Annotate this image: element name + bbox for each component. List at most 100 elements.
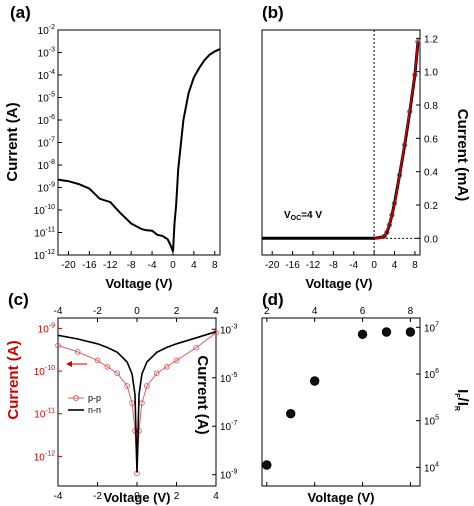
- panel-b-xtick-label: -20: [265, 260, 280, 271]
- panel-b-ytick-label: 1.2: [424, 34, 438, 45]
- panel-a-ytick-label: 10-5: [38, 92, 55, 105]
- panel-d-point: [381, 327, 392, 337]
- panel-b-xtick-label: 0: [371, 260, 377, 271]
- panel-b-ytick-label: 1.0: [424, 68, 438, 79]
- panel-a-frame: [57, 29, 221, 256]
- panel-c-ytick-right-label: 10-7: [220, 420, 237, 433]
- panel-c-xtick-label-bottom: -4: [54, 491, 63, 502]
- panel-c-ytick-right-label: 10-5: [220, 372, 237, 385]
- panel-a-ytick-label: 10-3: [38, 47, 55, 60]
- panel-c-arrow-head: [66, 361, 72, 367]
- panel-c-xtick-label-top: -4: [54, 306, 63, 317]
- panel-c-xtick-label-bottom: 4: [213, 491, 219, 502]
- panel-c-xtick-label-top: 0: [134, 306, 140, 317]
- panel-d-ytick-label: 105: [424, 415, 439, 428]
- panel-a-ytick-label: 10-4: [38, 69, 55, 82]
- panel-d-xtick-label: 6: [360, 306, 366, 317]
- panel-b-ytick-label: 0.4: [424, 168, 438, 179]
- panel-c-pp-point: [144, 383, 150, 389]
- panel-d-point: [357, 329, 368, 340]
- panel-c-nn-line: [57, 330, 217, 473]
- panel-c-xlabel: Voltage (V): [104, 490, 171, 505]
- panel-c-ylabel-left: Current (A): [5, 340, 22, 419]
- panel-d-point: [262, 460, 272, 470]
- legend-nn-label: n-n: [88, 405, 101, 415]
- panel-a-xtick-label: 4: [191, 260, 197, 271]
- panel-a-xtick-label: -8: [127, 260, 136, 271]
- panel-c-pp-point: [94, 357, 101, 364]
- panel-d-xlabel: Voltage (V): [308, 490, 375, 505]
- panel-a-ylabel: Current (A): [4, 102, 21, 181]
- panel-c-ytick-left-label: 10-9: [38, 322, 55, 335]
- panel-a-xlabel: Voltage (V): [106, 276, 173, 291]
- panel-b-label: (b): [262, 3, 284, 22]
- panel-d-point: [405, 327, 416, 337]
- panel-a: (a) -20 -16 -12 -8 -4 0 4 8 10-12 10-11 10-10 10-9…: [4, 3, 221, 291]
- panel-a-ytick-label: 10-6: [38, 114, 55, 127]
- panel-a-series-line: [57, 48, 221, 252]
- panel-b-ytick-label: 0.6: [424, 134, 438, 145]
- panel-c-xtick-label-bottom: 2: [174, 491, 180, 502]
- panel-d-ylabel: IF/IR: [453, 389, 471, 411]
- panel-b-measured-line: [262, 41, 420, 240]
- panel-b-xtick-label: -16: [285, 260, 300, 271]
- panel-c-xtick-label-bottom: -2: [93, 491, 102, 502]
- panel-b-ytick-label: 0.2: [424, 201, 438, 212]
- panel-c-xtick-label-top: -2: [93, 306, 102, 317]
- panel-c-xtick-label-bottom: 0: [134, 491, 140, 502]
- panel-b-xlabel: Voltage (V): [306, 276, 373, 291]
- panel-c-xtick-label-top: 2: [174, 306, 180, 317]
- panel-c-pp-point: [114, 370, 121, 377]
- panel-c-pp-line: [57, 332, 217, 474]
- panel-d-label: (d): [262, 290, 284, 309]
- panel-d-ytick-label: 104: [424, 461, 439, 474]
- panel-c-arrow: [66, 361, 87, 367]
- panel-c-ytick-right-label: 10-3: [220, 323, 237, 336]
- panel-b-ytick-label: 0.8: [424, 101, 438, 112]
- panel-a-ytick-label: 10-11: [34, 227, 55, 240]
- panel-d-ytick-label: 106: [424, 368, 439, 381]
- panel-a-xtick-label: -12: [103, 260, 118, 271]
- panel-c-ylabel-right: Current (A): [194, 355, 211, 434]
- panel-c-label: (c): [8, 290, 29, 309]
- panel-a-xtick-label: 0: [170, 260, 176, 271]
- panel-c-ytick-left-label: 10-11: [34, 408, 55, 421]
- panel-c-pp-point: [193, 344, 200, 351]
- panel-c-pp-point: [55, 342, 61, 349]
- panel-a-ytick-label: 10-10: [34, 204, 55, 217]
- panel-a-xtick-label: -16: [82, 260, 97, 271]
- panel-b-xtick-label: 8: [412, 260, 418, 271]
- panel-a-xtick-label: -4: [148, 260, 157, 271]
- panel-b-frame: [261, 29, 421, 256]
- panel-a-ytick-label: 10-2: [38, 24, 55, 37]
- panel-a-ytick-label: 10-9: [38, 182, 55, 195]
- panel-d-frame: [261, 317, 421, 487]
- panel-c-pp-point: [173, 357, 180, 364]
- panel-d-point: [286, 408, 296, 419]
- panel-c-pp-point: [163, 363, 170, 370]
- panel-c-legend: p-p n-n: [68, 393, 101, 415]
- panel-d-point: [309, 376, 320, 386]
- panel-a-ytick-label: 10-7: [38, 137, 55, 150]
- panel-b-xtick-label: -12: [306, 260, 321, 271]
- panel-c-pp-point: [74, 349, 81, 355]
- panel-a-ytick-label: 10-12: [34, 249, 55, 262]
- panel-b-voc-annotation: VOC=4 V: [284, 210, 322, 222]
- panel-b-fit-line: [374, 39, 419, 240]
- panel-b-xtick-label: -4: [349, 260, 358, 271]
- panel-c-pp-point: [104, 363, 111, 370]
- panel-c-ytick-left-label: 10-12: [34, 450, 55, 463]
- panel-d-xtick-label: 2: [264, 306, 270, 317]
- legend-pp-marker: [73, 395, 79, 401]
- panel-d-xtick-label: 4: [312, 306, 318, 317]
- panel-c-ytick-right-label: 10-9: [220, 469, 237, 482]
- panel-c-ytick-left-label: 10-10: [34, 365, 55, 378]
- panel-d: (d) 2 4 6 8 104 105 106 107 Voltage (V) IF/IR: [261, 290, 471, 505]
- panel-b: (b) -20 -16 -12 -8 -4 0 4 8 0.0 0.2 0.4 0.6 0.8 1.0 1…: [261, 3, 471, 291]
- panel-b-xtick-label: -8: [329, 260, 338, 271]
- legend-pp-label: p-p: [88, 393, 101, 403]
- panel-c-pp-point: [124, 383, 130, 389]
- panel-c-pp-point: [153, 370, 160, 377]
- panel-a-ytick-label: 10-8: [38, 159, 55, 172]
